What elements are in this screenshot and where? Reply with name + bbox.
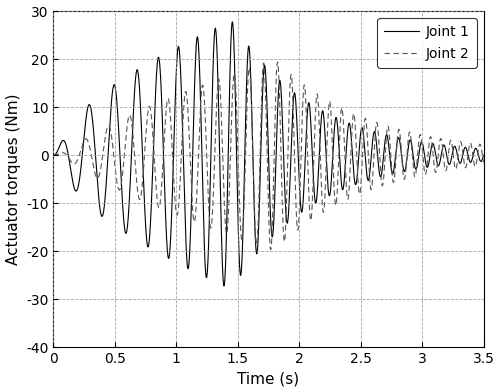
- Joint 1: [73, 189, 79, 193]
- Joint 1: [230, 20, 235, 24]
- Joint 1: [163, 226, 169, 230]
- Joint 1: [213, 28, 219, 33]
- Joint 1: [259, 113, 265, 118]
- Joint 1: [480, 153, 486, 158]
- X-axis label: Time (s): Time (s): [238, 372, 300, 387]
- Joint 1: [342, 174, 347, 179]
- Joint 2: [274, 60, 280, 64]
- Joint 2: [342, 145, 347, 150]
- Joint 2: [222, 203, 228, 207]
- Line: Joint 1: Joint 1: [54, 22, 484, 286]
- Joint 2: [163, 109, 169, 113]
- Legend: Joint 1, Joint 2: Joint 1, Joint 2: [377, 18, 476, 68]
- Joint 1: [50, 153, 56, 158]
- Joint 2: [258, 93, 264, 97]
- Joint 2: [213, 123, 219, 128]
- Y-axis label: Actuator torques (Nm): Actuator torques (Nm): [6, 93, 20, 265]
- Joint 1: [222, 281, 228, 286]
- Joint 2: [480, 160, 486, 165]
- Joint 2: [73, 160, 79, 165]
- Joint 1: [221, 283, 227, 288]
- Joint 2: [268, 247, 274, 252]
- Joint 2: [50, 153, 56, 158]
- Line: Joint 2: Joint 2: [54, 62, 484, 250]
